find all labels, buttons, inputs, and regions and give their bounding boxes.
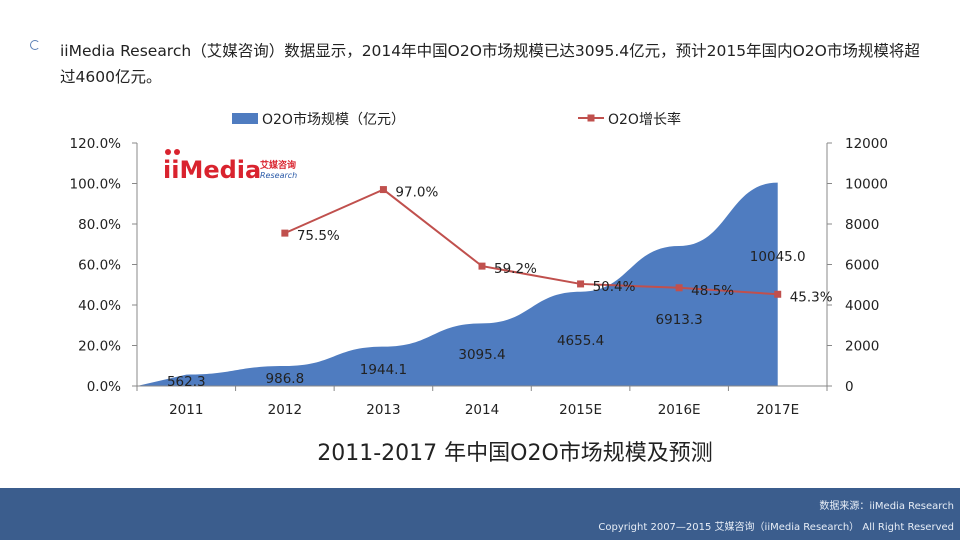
left-tick-label: 120.0% — [70, 136, 122, 152]
left-tick-label: 20.0% — [78, 339, 121, 355]
area-data-label: 6913.3 — [656, 312, 703, 328]
x-tick-label: 2013 — [366, 402, 400, 418]
x-tick-label: 2011 — [169, 402, 203, 418]
right-tick-label: 6000 — [845, 258, 879, 274]
chart-title: 2011-2017 年中国O2O市场规模及预测 — [317, 441, 713, 466]
footer-copyright: Copyright 2007—2015 艾媒咨询（iiMedia Researc… — [598, 522, 954, 533]
area-data-label: 562.3 — [167, 374, 206, 390]
left-tick-label: 60.0% — [78, 258, 121, 274]
bullet-icon — [30, 40, 40, 50]
growth-rate-label: 48.5% — [691, 283, 734, 299]
legend-area-swatch — [232, 113, 258, 124]
right-tick-label: 4000 — [845, 298, 879, 314]
area-data-label: 986.8 — [266, 371, 305, 387]
growth-rate-label: 59.2% — [494, 261, 537, 277]
logo-dot-icon — [165, 149, 171, 155]
footer: 数据来源：iiMedia Research Copyright 2007—201… — [0, 488, 960, 540]
area-data-label: 4655.4 — [557, 333, 604, 349]
left-tick-label: 40.0% — [78, 298, 121, 314]
growth-rate-point — [281, 229, 289, 237]
x-tick-label: 2016E — [658, 402, 701, 418]
legend-area-label: O2O市场规模（亿元） — [262, 111, 405, 128]
logo-dot-icon — [174, 149, 180, 155]
growth-rate-point — [675, 284, 683, 292]
left-tick-label: 100.0% — [70, 177, 122, 193]
legend-line-label: O2O增长率 — [608, 111, 681, 128]
growth-rate-point — [478, 262, 486, 270]
right-tick-label: 2000 — [845, 339, 879, 355]
chart: 0.0% 20.0% 40.0% 60.0% 80.0% 100.0% 120.0% 0 200… — [70, 111, 888, 466]
growth-rate-label: 97.0% — [395, 185, 438, 201]
left-tick-label: 80.0% — [78, 217, 121, 233]
line-series-growth-rate — [284, 188, 778, 296]
growth-rate-label: 50.4% — [593, 279, 636, 295]
area-series-market-size — [137, 182, 778, 386]
growth-rate-point — [774, 290, 782, 298]
area-data-label: 10045.0 — [750, 249, 806, 265]
growth-rate-point — [379, 186, 387, 194]
x-tick-label: 2015E — [559, 402, 602, 418]
right-tick-label: 8000 — [845, 217, 879, 233]
logo-brand: iiMedia — [163, 156, 261, 184]
growth-rate-label: 75.5% — [297, 228, 340, 244]
logo-sub: Research — [260, 171, 297, 180]
logo-cn-name: 艾媒咨询 — [260, 159, 296, 171]
right-tick-label: 10000 — [845, 177, 888, 193]
growth-rate-label: 45.3% — [790, 289, 833, 305]
legend-line-marker — [587, 114, 595, 122]
area-data-label: 1944.1 — [360, 362, 407, 378]
area-data-label: 3095.4 — [458, 347, 505, 363]
right-tick-label: 12000 — [845, 136, 888, 152]
growth-rate-point — [577, 280, 585, 288]
x-tick-label: 2012 — [268, 402, 302, 418]
intro-text: iiMedia Research（艾媒咨询）数据显示，2014年中国O2O市场规… — [60, 42, 920, 86]
footer-source: 数据来源：iiMedia Research — [819, 501, 954, 512]
left-tick-label: 0.0% — [87, 379, 121, 395]
right-tick-label: 0 — [845, 379, 854, 395]
x-tick-label: 2014 — [465, 402, 499, 418]
x-tick-label: 2017E — [756, 402, 799, 418]
